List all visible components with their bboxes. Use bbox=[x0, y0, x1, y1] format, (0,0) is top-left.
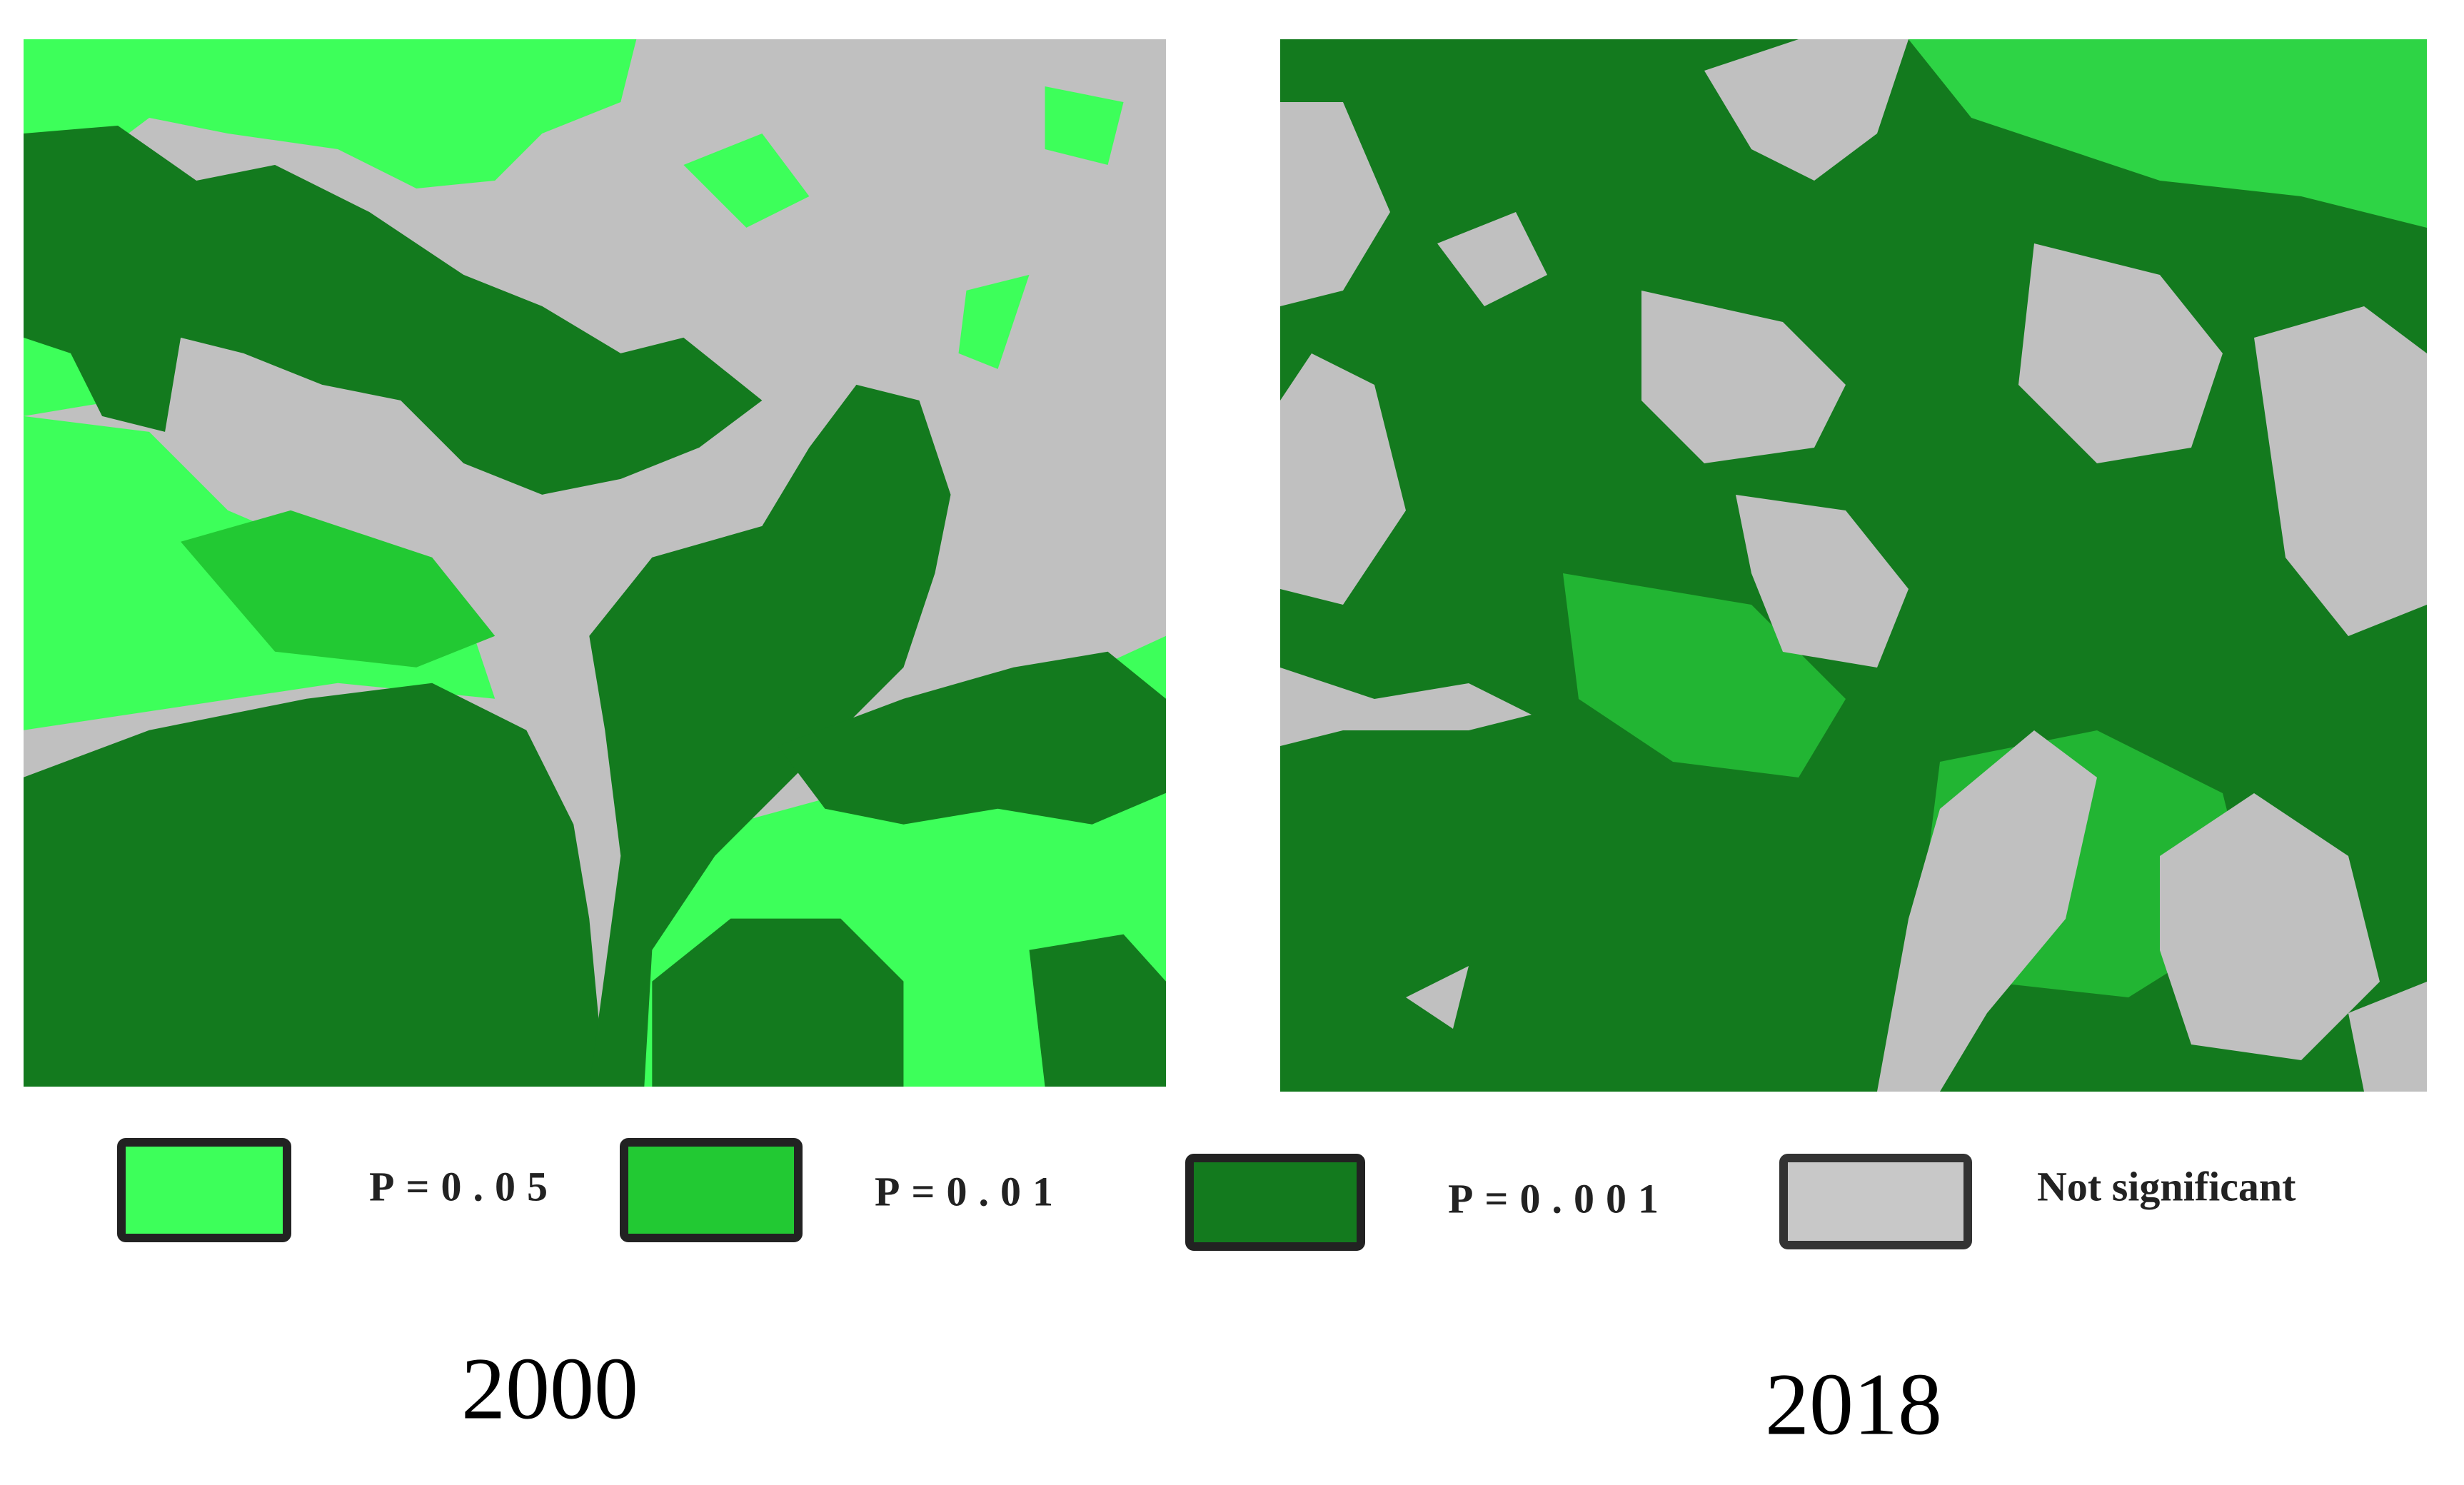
region bbox=[24, 683, 605, 1087]
legend-label: P=0.01 bbox=[875, 1168, 1065, 1214]
region bbox=[1736, 495, 1909, 668]
region bbox=[1563, 573, 1846, 777]
region bbox=[1437, 39, 1909, 306]
region bbox=[1029, 934, 1166, 1087]
region bbox=[1641, 243, 2223, 463]
region bbox=[778, 651, 1166, 825]
legend-swatch bbox=[1185, 1154, 1365, 1251]
region bbox=[181, 510, 496, 668]
region bbox=[1877, 730, 2097, 1092]
region bbox=[683, 86, 1124, 369]
panel-label: 2000 bbox=[461, 1339, 638, 1437]
map-2000 bbox=[24, 39, 1166, 1087]
legend-swatch bbox=[620, 1138, 803, 1242]
region bbox=[589, 384, 951, 1087]
region bbox=[652, 918, 904, 1087]
region bbox=[2160, 793, 2380, 1060]
legend-swatch bbox=[117, 1138, 291, 1242]
legend-swatch bbox=[1779, 1154, 1972, 1249]
region bbox=[2254, 306, 2427, 636]
panel-label: 2018 bbox=[1765, 1355, 1942, 1453]
map-2018 bbox=[1280, 39, 2427, 1092]
legend-label: P=0.001 bbox=[1448, 1175, 1670, 1222]
region bbox=[24, 39, 637, 188]
region bbox=[1280, 668, 1532, 746]
region bbox=[1909, 39, 2427, 228]
legend-label: P=0.05 bbox=[369, 1163, 559, 1209]
legend-label: Not significant bbox=[2037, 1163, 2296, 1209]
region bbox=[1280, 102, 1406, 605]
region bbox=[24, 125, 763, 495]
